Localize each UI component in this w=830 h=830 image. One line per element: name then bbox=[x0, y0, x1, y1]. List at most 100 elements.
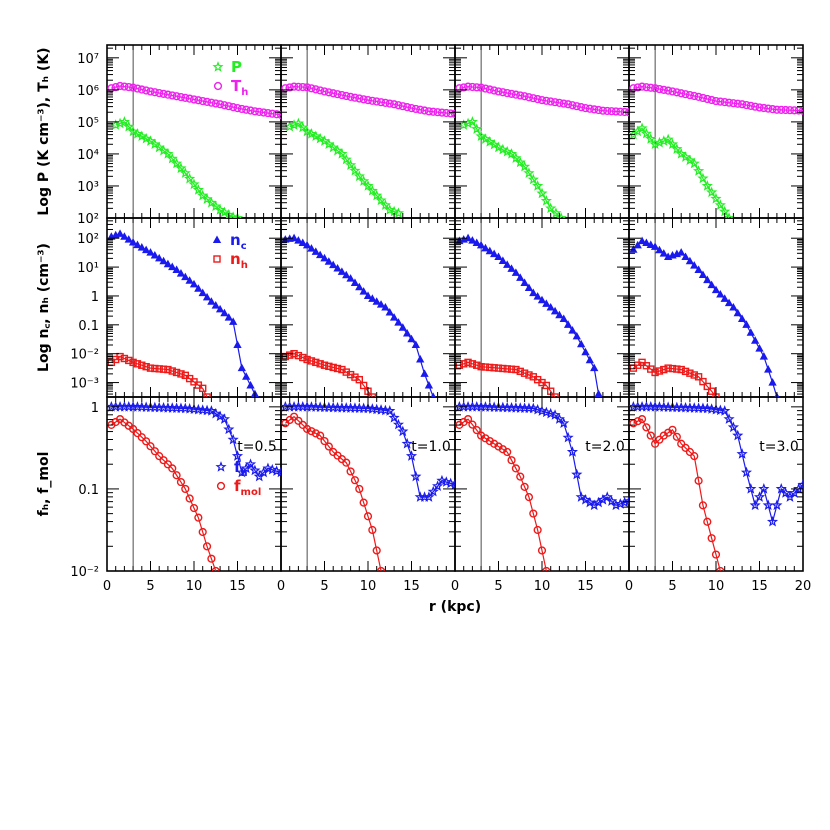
point-Th-panel-2 bbox=[529, 94, 538, 103]
series-P-panel-1 bbox=[284, 117, 405, 218]
point-fh-panel-2 bbox=[532, 403, 544, 415]
point-P-panel-0 bbox=[140, 132, 152, 144]
x-tick-label: 5 bbox=[494, 579, 502, 594]
point-nh-panel-2 bbox=[499, 364, 507, 373]
point-Th-panel-1 bbox=[437, 108, 447, 117]
point-fmol-panel-1 bbox=[294, 416, 303, 425]
point-Th-panel-1 bbox=[342, 91, 351, 101]
point-fmol-panel-1 bbox=[311, 429, 320, 438]
point-Th-panel-2 bbox=[542, 96, 551, 105]
x-tick-label: 20 bbox=[795, 579, 812, 594]
point-nc-panel-1 bbox=[337, 267, 347, 275]
point-P-panel-1 bbox=[358, 175, 370, 186]
point-fh-panel-0 bbox=[231, 450, 244, 461]
point-Th-panel-0 bbox=[124, 82, 133, 92]
point-fh-panel-2 bbox=[606, 495, 618, 506]
point-nh-panel-2 bbox=[464, 358, 472, 367]
point-nc-panel-0 bbox=[194, 284, 203, 292]
series-nc-panel-0 bbox=[107, 229, 259, 397]
point-nh-panel-3 bbox=[668, 364, 677, 373]
point-nc-panel-3 bbox=[737, 314, 747, 323]
point-fmol-panel-3 bbox=[646, 431, 655, 440]
point-Th-panel-0 bbox=[229, 103, 238, 112]
point-P-panel-3 bbox=[671, 143, 683, 154]
point-nh-panel-2 bbox=[473, 361, 481, 369]
point-fmol-panel-3 bbox=[707, 534, 716, 543]
point-Th-panel-2 bbox=[546, 97, 555, 106]
point-Th-panel-1 bbox=[355, 94, 364, 103]
point-nh-panel-1 bbox=[312, 358, 320, 367]
point-Th-panel-3 bbox=[751, 102, 760, 111]
point-nh-panel-1 bbox=[303, 355, 311, 364]
point-nc-panel-1 bbox=[320, 253, 329, 262]
point-nc-panel-3 bbox=[720, 294, 729, 302]
point-nc-panel-0 bbox=[224, 313, 233, 321]
x-tick-label: 5 bbox=[668, 579, 676, 594]
point-Th-panel-0 bbox=[242, 105, 251, 114]
point-nc-panel-2 bbox=[524, 283, 534, 292]
point-Th-panel-1 bbox=[446, 109, 455, 118]
legend-marker-nh bbox=[213, 255, 221, 263]
point-Th-panel-3 bbox=[746, 101, 755, 110]
point-nc-panel-1 bbox=[389, 313, 399, 321]
point-nh-panel-3 bbox=[664, 364, 672, 372]
point-fh-panel-1 bbox=[423, 491, 435, 502]
point-nh-panel-3 bbox=[660, 365, 668, 374]
series-nc-panel-3 bbox=[629, 236, 780, 397]
point-Th-panel-2 bbox=[472, 83, 481, 92]
point-nh-panel-2 bbox=[477, 362, 485, 371]
series-nc-panel-2 bbox=[455, 233, 603, 397]
point-fmol-panel-1 bbox=[342, 458, 351, 467]
point-Th-panel-1 bbox=[294, 82, 303, 91]
point-nc-panel-1 bbox=[416, 354, 425, 363]
point-nh-panel-2 bbox=[481, 363, 490, 371]
point-fmol-panel-3 bbox=[690, 451, 699, 461]
point-P-panel-2 bbox=[527, 173, 539, 185]
point-P-panel-2 bbox=[555, 212, 567, 218]
point-nc-panel-0 bbox=[155, 253, 164, 262]
point-P-panel-2 bbox=[514, 156, 526, 168]
x-tick-label: 0 bbox=[451, 579, 459, 594]
point-nh-panel-3 bbox=[699, 377, 707, 386]
series-nh-panel-3 bbox=[629, 358, 720, 397]
point-P-panel-1 bbox=[305, 128, 318, 139]
point-Th-panel-1 bbox=[285, 83, 294, 92]
point-P-panel-1 bbox=[340, 153, 352, 165]
point-fh-panel-3 bbox=[762, 499, 774, 511]
point-nc-panel-2 bbox=[520, 278, 529, 286]
point-fh-panel-0 bbox=[266, 463, 278, 475]
point-P-panel-3 bbox=[645, 133, 657, 144]
point-fmol-panel-0 bbox=[194, 513, 203, 522]
series-line-fmol-panel-0 bbox=[111, 418, 217, 571]
point-nc-panel-0 bbox=[128, 238, 138, 246]
point-P-panel-1 bbox=[379, 199, 391, 210]
point-nh-panel-0 bbox=[172, 368, 181, 377]
y-tick-label-row-0: 10³ bbox=[77, 180, 99, 195]
point-fh-panel-1 bbox=[397, 425, 409, 437]
point-Th-panel-3 bbox=[707, 95, 716, 105]
point-nh-panel-0 bbox=[198, 384, 207, 393]
point-nc-panel-2 bbox=[485, 246, 494, 255]
point-fmol-panel-0 bbox=[185, 494, 194, 503]
point-Th-panel-0 bbox=[163, 90, 173, 99]
y-axis-title-row-2: fₕ, f_mol bbox=[36, 452, 52, 517]
point-fmol-panel-2 bbox=[537, 546, 547, 555]
series-Th-panel-1 bbox=[281, 82, 455, 118]
time-label-panel-1: t=1.0 bbox=[411, 439, 450, 455]
point-nc-panel-0 bbox=[237, 363, 246, 372]
point-nc-panel-2 bbox=[568, 326, 577, 334]
point-nc-panel-3 bbox=[755, 344, 764, 352]
point-fmol-panel-0 bbox=[172, 471, 181, 480]
point-nh-panel-2 bbox=[551, 393, 559, 397]
point-nh-panel-3 bbox=[655, 367, 664, 375]
point-Th-panel-1 bbox=[359, 95, 368, 104]
point-fmol-panel-1 bbox=[355, 484, 364, 494]
point-Th-panel-2 bbox=[568, 101, 577, 110]
point-P-panel-1 bbox=[384, 204, 396, 215]
point-P-panel-1 bbox=[314, 132, 326, 144]
point-P-panel-1 bbox=[366, 184, 378, 196]
point-Th-panel-2 bbox=[559, 99, 568, 108]
point-nc-panel-3 bbox=[677, 248, 686, 256]
point-nh-panel-3 bbox=[703, 382, 711, 391]
point-nc-panel-0 bbox=[246, 380, 255, 389]
